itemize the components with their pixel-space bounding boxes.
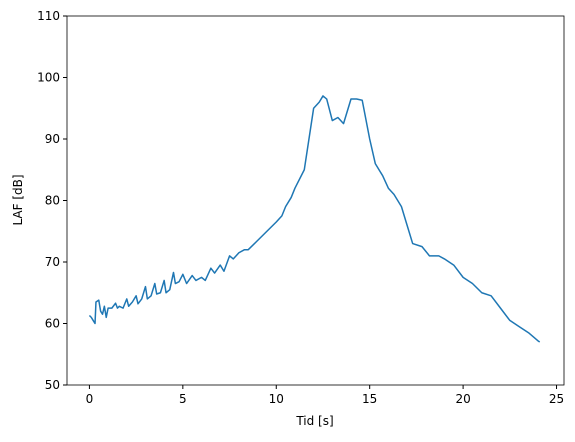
x-tick-label: 15: [362, 392, 377, 406]
y-tick-label: 60: [45, 317, 60, 331]
y-tick-label: 110: [37, 9, 60, 23]
x-tick-label: 5: [179, 392, 187, 406]
y-tick-label: 70: [45, 255, 60, 269]
y-tick-label: 50: [45, 378, 60, 392]
x-tick-label: 0: [86, 392, 94, 406]
plot-frame: [66, 15, 565, 386]
x-tick-label: 25: [549, 392, 564, 406]
y-axis-label: LAF [dB]: [11, 174, 25, 225]
y-tick-label: 90: [45, 132, 60, 146]
x-tick-label: 10: [269, 392, 284, 406]
y-tick-label: 80: [45, 194, 60, 208]
x-tick-label: 20: [455, 392, 470, 406]
data-line: [88, 95, 541, 343]
y-tick-label: 100: [37, 71, 60, 85]
x-axis-label: Tid [s]: [295, 414, 333, 428]
